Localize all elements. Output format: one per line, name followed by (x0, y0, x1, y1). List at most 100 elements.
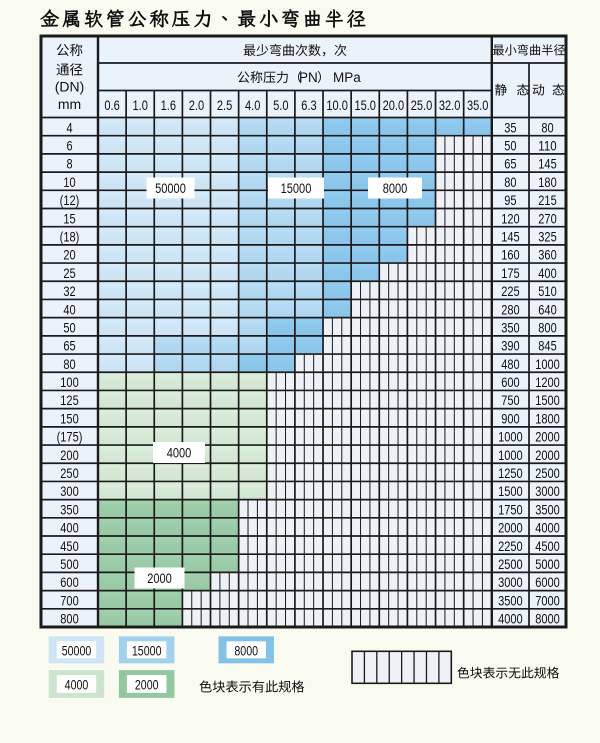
svg-text:3500: 3500 (535, 501, 560, 517)
svg-text:450: 450 (60, 538, 79, 554)
svg-text:2250: 2250 (498, 538, 523, 554)
svg-text:2000: 2000 (498, 520, 523, 536)
svg-text:2000: 2000 (535, 447, 560, 463)
svg-text:80: 80 (541, 119, 553, 135)
svg-text:95: 95 (504, 192, 516, 208)
svg-text:225: 225 (501, 283, 520, 299)
svg-text:4.0: 4.0 (245, 97, 261, 113)
svg-text:4000: 4000 (498, 611, 523, 627)
svg-text:500: 500 (60, 556, 79, 572)
svg-text:300: 300 (60, 483, 79, 499)
svg-text:750: 750 (501, 392, 520, 408)
svg-text:mm: mm (58, 96, 81, 112)
svg-text:7000: 7000 (535, 592, 560, 608)
svg-text:1500: 1500 (498, 483, 523, 499)
svg-text:(DN): (DN) (55, 79, 85, 95)
svg-text:1500: 1500 (535, 392, 560, 408)
svg-text:32: 32 (63, 283, 75, 299)
svg-text:50: 50 (63, 320, 75, 336)
svg-text:3000: 3000 (535, 483, 560, 499)
svg-text:1200: 1200 (535, 374, 560, 390)
svg-text:270: 270 (538, 210, 557, 226)
svg-text:600: 600 (501, 374, 520, 390)
svg-text:4000: 4000 (65, 678, 89, 693)
svg-text:180: 180 (538, 174, 557, 190)
svg-text:3000: 3000 (498, 574, 523, 590)
svg-text:8000: 8000 (535, 611, 560, 627)
svg-text:2500: 2500 (535, 465, 560, 481)
svg-text:(18): (18) (60, 229, 80, 245)
svg-text:150: 150 (60, 410, 79, 426)
svg-text:10.0: 10.0 (326, 97, 348, 113)
svg-text:20: 20 (63, 247, 75, 263)
svg-text:80: 80 (63, 356, 75, 372)
svg-text:4500: 4500 (535, 538, 560, 554)
svg-text:40: 40 (63, 301, 75, 317)
svg-text:3500: 3500 (498, 592, 523, 608)
svg-text:MPa: MPa (333, 70, 361, 85)
svg-text:25.0: 25.0 (411, 97, 433, 113)
svg-text:120: 120 (501, 210, 520, 226)
svg-text:145: 145 (538, 156, 557, 172)
svg-text:900: 900 (501, 410, 520, 426)
svg-text:0.6: 0.6 (104, 97, 120, 113)
svg-text:15.0: 15.0 (354, 97, 376, 113)
svg-text:1000: 1000 (498, 447, 523, 463)
svg-text:(175): (175) (57, 429, 83, 445)
svg-text:700: 700 (60, 592, 79, 608)
svg-text:50000: 50000 (155, 180, 186, 196)
svg-text:280: 280 (501, 301, 520, 317)
svg-text:6: 6 (66, 138, 72, 154)
svg-text:250: 250 (60, 465, 79, 481)
svg-text:65: 65 (504, 156, 516, 172)
svg-text:2500: 2500 (498, 556, 523, 572)
svg-text:175: 175 (501, 265, 520, 281)
svg-text:5000: 5000 (535, 556, 560, 572)
svg-text:10: 10 (63, 174, 75, 190)
svg-text:5.0: 5.0 (273, 97, 289, 113)
svg-text:1.6: 1.6 (161, 97, 177, 113)
svg-text:50000: 50000 (62, 643, 92, 658)
svg-text:1000: 1000 (535, 356, 560, 372)
svg-text:35: 35 (504, 119, 516, 135)
svg-text:350: 350 (60, 501, 79, 517)
svg-text:15: 15 (63, 210, 75, 226)
svg-text:8000: 8000 (383, 180, 408, 196)
svg-text:8: 8 (66, 156, 72, 172)
svg-text:4000: 4000 (535, 520, 560, 536)
svg-text:800: 800 (538, 320, 557, 336)
svg-text:2000: 2000 (535, 429, 560, 445)
svg-text:35.0: 35.0 (467, 97, 489, 113)
svg-text:15000: 15000 (132, 643, 162, 658)
svg-text:600: 600 (60, 574, 79, 590)
svg-text:1000: 1000 (498, 429, 523, 445)
svg-text:2.0: 2.0 (189, 97, 205, 113)
svg-text:360: 360 (538, 247, 557, 263)
svg-text:4: 4 (66, 119, 72, 135)
svg-text:2000: 2000 (147, 570, 172, 586)
svg-text:400: 400 (538, 265, 557, 281)
svg-text:8000: 8000 (234, 643, 258, 658)
svg-text:400: 400 (60, 520, 79, 536)
svg-text:1.0: 1.0 (133, 97, 149, 113)
svg-text:50: 50 (504, 138, 516, 154)
svg-text:100: 100 (60, 374, 79, 390)
svg-text:325: 325 (538, 229, 557, 245)
svg-text:200: 200 (60, 447, 79, 463)
svg-text:110: 110 (538, 138, 557, 154)
svg-text:640: 640 (538, 301, 557, 317)
svg-text:PN: PN (299, 70, 318, 85)
svg-text:6000: 6000 (535, 574, 560, 590)
svg-text:2.5: 2.5 (217, 97, 233, 113)
svg-text:15000: 15000 (281, 180, 312, 196)
svg-text:125: 125 (60, 392, 79, 408)
svg-text:390: 390 (501, 338, 520, 354)
svg-text:80: 80 (504, 174, 516, 190)
svg-text:145: 145 (501, 229, 520, 245)
svg-text:20.0: 20.0 (383, 97, 405, 113)
svg-text:1800: 1800 (535, 410, 560, 426)
svg-text:480: 480 (501, 356, 520, 372)
svg-text:2000: 2000 (135, 678, 159, 693)
svg-text:(12): (12) (60, 192, 80, 208)
svg-text:32.0: 32.0 (439, 97, 461, 113)
